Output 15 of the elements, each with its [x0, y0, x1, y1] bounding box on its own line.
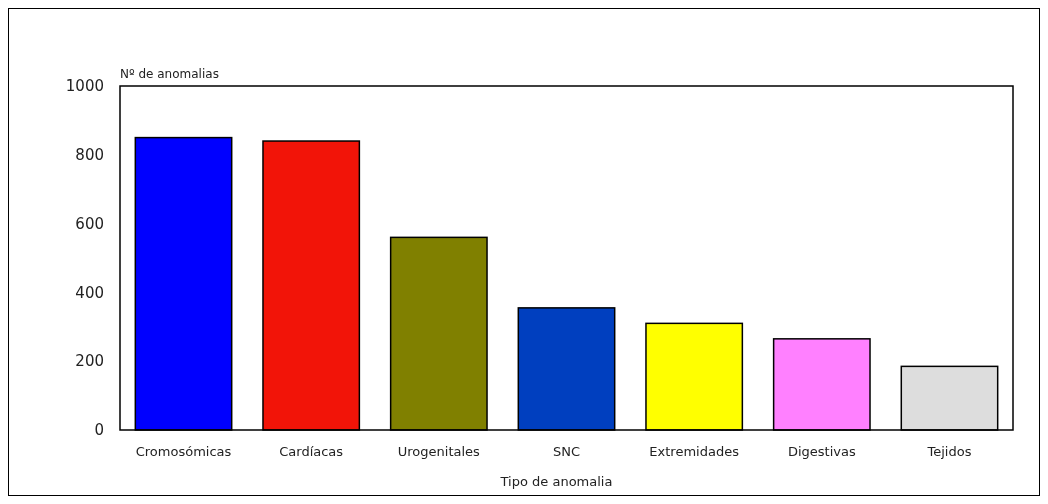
- x-tick-label: Extremidades: [649, 444, 740, 459]
- x-tick-label: Cardíacas: [279, 444, 344, 459]
- y-axis-title: Nº de anomalias: [120, 67, 219, 81]
- x-tick-label: Digestivas: [787, 444, 856, 459]
- y-tick-label: 200: [75, 352, 104, 371]
- x-tick-label: Cromosómicas: [135, 444, 232, 459]
- y-tick-label: 400: [75, 283, 104, 302]
- y-tick-label: 600: [75, 214, 104, 233]
- x-axis-title: Tipo de anomalia: [499, 474, 613, 489]
- y-tick-label: 800: [75, 146, 104, 165]
- x-tick-label: Tejidos: [926, 444, 972, 459]
- y-tick-label: 0: [94, 421, 104, 440]
- y-tick-label: 1000: [65, 77, 104, 96]
- x-tick-label: SNC: [552, 444, 581, 459]
- x-tick-label: Urogenitales: [397, 444, 481, 459]
